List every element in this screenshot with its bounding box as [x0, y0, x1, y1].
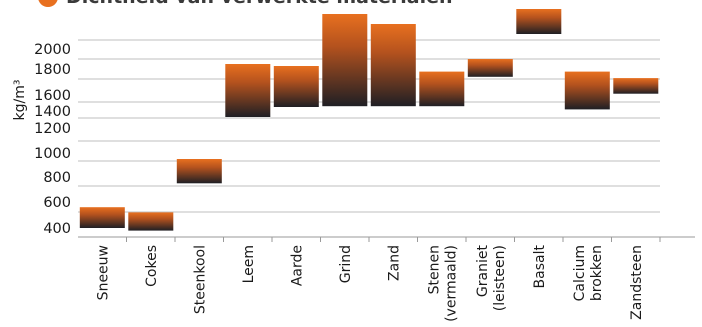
y-axis-label: kg/m³ [12, 80, 28, 121]
y-tick-label: 1800 [34, 62, 71, 78]
bar [370, 24, 416, 107]
y-tick-label: 1600 [34, 88, 71, 104]
bar [322, 14, 368, 107]
y-tick-label: 400 [43, 221, 71, 237]
bar [467, 59, 513, 77]
x-category-label: Sneeuw [95, 245, 111, 300]
bar [273, 66, 319, 107]
y-tick-label: 2000 [34, 42, 71, 58]
x-category-labels: Sneeuw Cokes Steenkool Leem Aarde Grind Zand St… [95, 244, 645, 322]
y-tick-label: 1000 [34, 146, 71, 162]
x-category-label: Calciumbrokken [572, 245, 605, 301]
x-category-label: Cokes [144, 245, 160, 287]
chart-title-group: Dichtheid van verwerkte materialen [38, 0, 453, 8]
bar [419, 71, 465, 107]
x-category-label: Stenen(vermaald) [426, 245, 459, 322]
bars [79, 9, 661, 242]
bar [176, 159, 222, 184]
y-tick-label: 1200 [34, 121, 71, 137]
y-tick-label: 600 [43, 195, 71, 211]
x-category-label: Zandsteen [629, 245, 645, 320]
bar [79, 207, 125, 228]
y-tick-label: 800 [43, 170, 71, 186]
gridlines [78, 39, 660, 213]
x-category-label: Leem [241, 245, 257, 283]
x-category-label: Steenkool [192, 245, 208, 314]
bar [128, 212, 174, 231]
x-category-label: Basalt [532, 244, 548, 288]
x-category-label: Aarde [289, 245, 305, 286]
bar [516, 9, 562, 34]
bar [613, 78, 659, 94]
x-category-label: Zand [386, 245, 402, 281]
y-tick-label: 1400 [34, 104, 71, 120]
bar [225, 64, 271, 117]
bar [564, 71, 610, 110]
x-category-label: Graniet(leisteen) [475, 245, 508, 312]
chart-title: Dichtheid van verwerkte materialen [66, 0, 453, 8]
title-bullet-icon [38, 0, 58, 7]
x-category-label: Grind [338, 245, 354, 283]
